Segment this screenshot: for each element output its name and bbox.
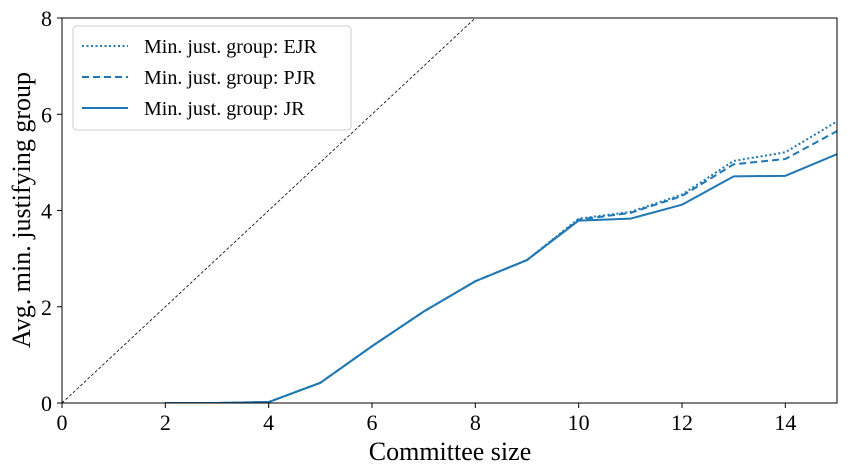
- x-tick-label: 4: [263, 410, 274, 435]
- y-tick-label: 8: [41, 6, 52, 31]
- series-line-dashed: [165, 130, 837, 403]
- y-tick-label: 6: [41, 102, 52, 127]
- y-tick-label: 0: [41, 391, 52, 416]
- plot-area: [62, 18, 837, 403]
- reference-diagonal-line: [62, 18, 476, 403]
- x-axis-label: Committee size: [369, 437, 531, 466]
- x-tick-label: 8: [470, 410, 481, 435]
- x-tick-label: 12: [671, 410, 693, 435]
- axes: 0 2 4 6 8 10 12 14 0 2 4 6 8: [41, 6, 838, 435]
- x-tick-label: 14: [774, 410, 796, 435]
- x-tick-label: 0: [57, 410, 68, 435]
- series-line-dotted: [165, 120, 837, 403]
- legend: Min. just. group: EJR Min. just. group: P…: [72, 25, 352, 131]
- x-tick-label: 2: [160, 410, 171, 435]
- x-tick-label: 6: [367, 410, 378, 435]
- plot-series-group: [62, 18, 837, 403]
- legend-label: Min. just. group: EJR: [144, 36, 317, 58]
- x-tick-label: 10: [568, 410, 590, 435]
- y-tick-label: 4: [41, 199, 52, 224]
- series-line-solid: [165, 153, 837, 403]
- legend-label: Min. just. group: JR: [144, 98, 305, 120]
- y-tick-label: 2: [41, 295, 52, 320]
- legend-label: Min. just. group: PJR: [144, 67, 316, 89]
- y-axis-label: Avg. min. justifying group: [7, 72, 36, 348]
- legend-box: [72, 25, 352, 131]
